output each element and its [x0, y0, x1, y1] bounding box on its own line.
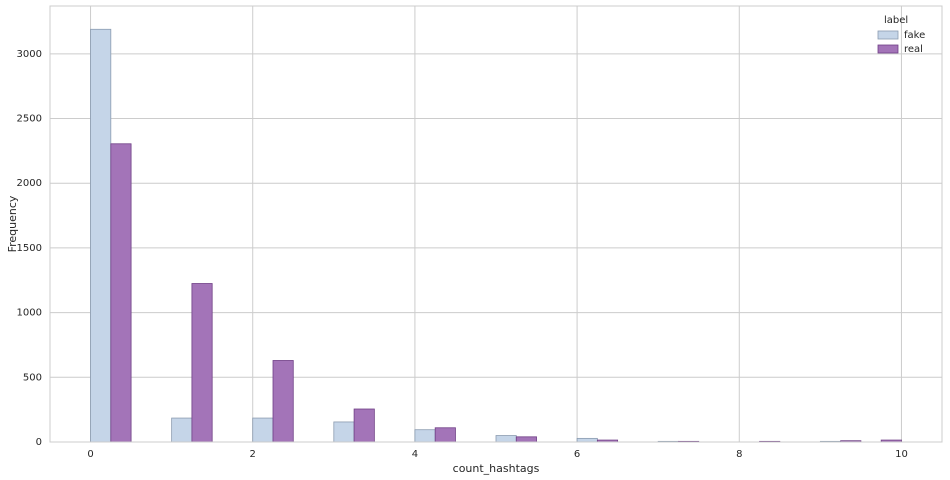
bar: [576, 437, 598, 443]
bar: [252, 417, 274, 443]
bar: [495, 435, 517, 443]
bar: [171, 417, 193, 443]
x-axis-label: count_hashtags: [453, 462, 540, 475]
x-tick-label: 8: [736, 449, 742, 460]
bar: [353, 408, 375, 443]
legend-title: label: [884, 15, 908, 26]
y-tick-label: 2000: [17, 178, 42, 189]
bar: [191, 283, 213, 443]
x-tick-label: 2: [250, 449, 256, 460]
legend-swatch: [877, 30, 899, 40]
bar: [414, 429, 436, 443]
y-tick-label: 2500: [17, 114, 42, 125]
x-tick-label: 0: [87, 449, 93, 460]
y-tick-label: 500: [23, 372, 42, 383]
bar: [515, 436, 537, 443]
y-tick-label: 1000: [17, 308, 42, 319]
y-tick-label: 0: [36, 437, 42, 448]
bar: [434, 427, 456, 443]
bar: [272, 360, 294, 443]
legend-label: fake: [904, 30, 925, 41]
x-tick-label: 6: [574, 449, 580, 460]
legend-label: real: [904, 44, 923, 55]
bar: [110, 143, 132, 443]
y-axis-label: Frequency: [6, 195, 19, 252]
y-tick-label: 1500: [17, 243, 42, 254]
legend-swatch: [877, 44, 899, 54]
bar: [90, 28, 112, 443]
bar: [333, 421, 355, 443]
x-tick-label: 4: [412, 449, 418, 460]
y-tick-label: 3000: [17, 49, 42, 60]
x-tick-label: 10: [895, 449, 908, 460]
plot-area: [50, 6, 942, 442]
plot-border: [49, 5, 943, 443]
